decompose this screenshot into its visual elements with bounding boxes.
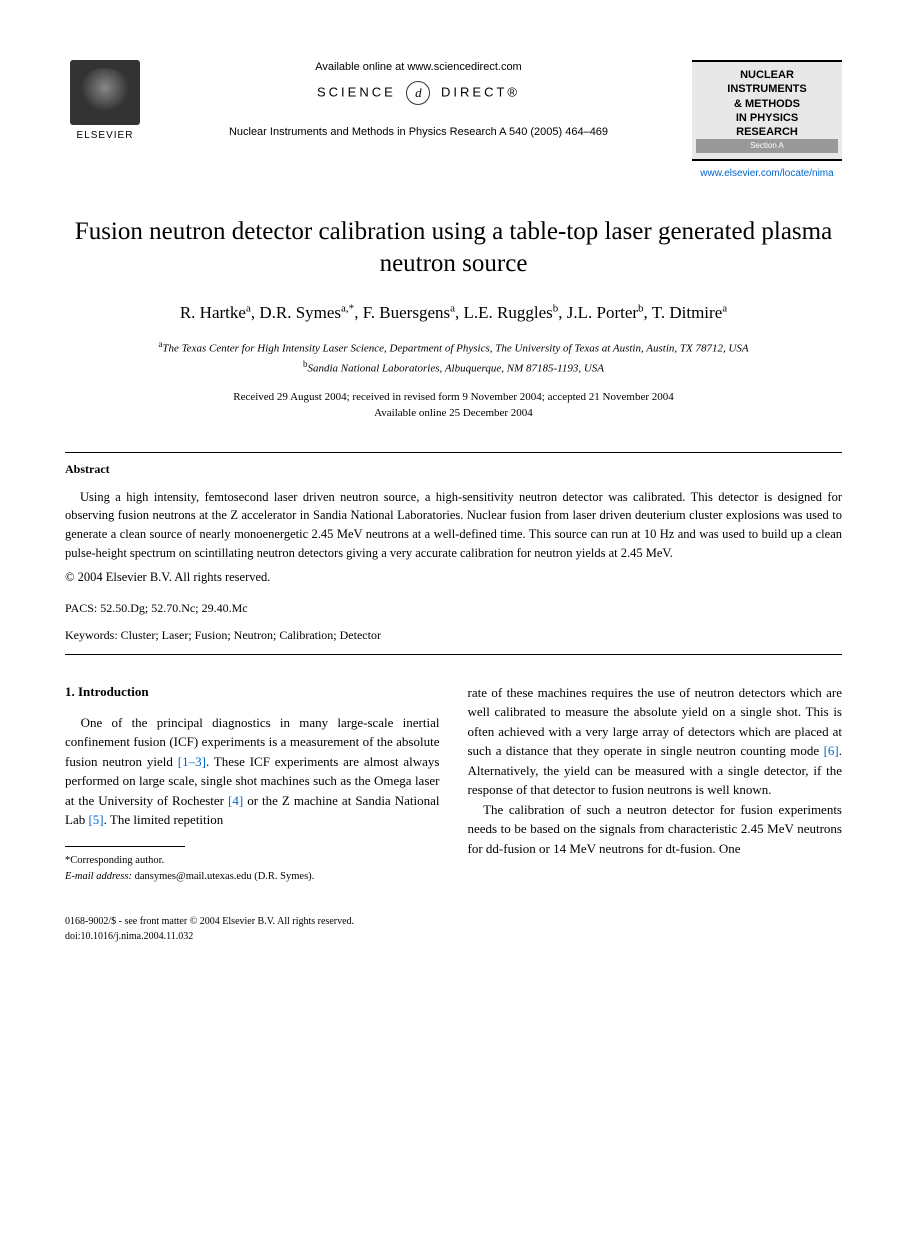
sd-icon: d bbox=[406, 81, 430, 105]
copyright-text: © 2004 Elsevier B.V. All rights reserved… bbox=[65, 569, 842, 587]
abstract-heading: Abstract bbox=[65, 461, 842, 478]
sd-left: SCIENCE bbox=[317, 85, 396, 100]
sd-right: DIRECT® bbox=[441, 85, 520, 100]
intro-paragraph-2: The calibration of such a neutron detect… bbox=[468, 800, 843, 859]
elsevier-text: ELSEVIER bbox=[77, 129, 134, 143]
journal-name-2: INSTRUMENTS bbox=[696, 82, 838, 96]
science-direct-logo: SCIENCE d DIRECT® bbox=[165, 81, 672, 105]
keywords-line: Keywords: Cluster; Laser; Fusion; Neutro… bbox=[65, 627, 842, 644]
journal-name-4: IN PHYSICS bbox=[696, 111, 838, 125]
journal-reference: Nuclear Instruments and Methods in Physi… bbox=[165, 125, 672, 140]
article-dates: Received 29 August 2004; received in rev… bbox=[65, 389, 842, 422]
email-footnote: E-mail address: dansymes@mail.utexas.edu… bbox=[65, 869, 440, 885]
divider-top bbox=[65, 452, 842, 453]
affiliation-a: aThe Texas Center for High Intensity Las… bbox=[65, 338, 842, 357]
journal-url[interactable]: www.elsevier.com/locate/nima bbox=[692, 167, 842, 181]
pacs-value: 52.50.Dg; 52.70.Nc; 29.40.Mc bbox=[100, 601, 247, 615]
left-column: 1. Introduction One of the principal dia… bbox=[65, 683, 440, 885]
page-header: ELSEVIER Available online at www.science… bbox=[65, 60, 842, 181]
body-columns: 1. Introduction One of the principal dia… bbox=[65, 683, 842, 885]
center-header: Available online at www.sciencedirect.co… bbox=[145, 60, 692, 141]
journal-name-5: RESEARCH bbox=[696, 125, 838, 139]
journal-name-3: & METHODS bbox=[696, 97, 838, 111]
affiliation-b: bSandia National Laboratories, Albuquerq… bbox=[65, 358, 842, 377]
footer-copyright: 0168-9002/$ - see front matter © 2004 El… bbox=[65, 914, 842, 929]
corresponding-author-note: *Corresponding author. bbox=[65, 853, 440, 869]
pacs-label: PACS: bbox=[65, 601, 97, 615]
journal-box-inner: NUCLEAR INSTRUMENTS & METHODS IN PHYSICS… bbox=[692, 60, 842, 161]
email-label: E-mail address: bbox=[65, 871, 132, 882]
received-date: Received 29 August 2004; received in rev… bbox=[65, 389, 842, 406]
article-title: Fusion neutron detector calibration usin… bbox=[65, 216, 842, 281]
page-footer: 0168-9002/$ - see front matter © 2004 El… bbox=[65, 914, 842, 944]
section-1-heading: 1. Introduction bbox=[65, 683, 440, 701]
keywords-label: Keywords: bbox=[65, 628, 118, 642]
elsevier-logo: ELSEVIER bbox=[65, 60, 145, 150]
divider-bottom bbox=[65, 654, 842, 655]
journal-box: NUCLEAR INSTRUMENTS & METHODS IN PHYSICS… bbox=[692, 60, 842, 181]
authors-list: R. Hartkea, D.R. Symesa,*, F. Buersgensa… bbox=[65, 301, 842, 325]
ref-1-3[interactable]: [1–3] bbox=[178, 754, 206, 769]
ref-5[interactable]: [5] bbox=[88, 812, 103, 827]
email-value: dansymes@mail.utexas.edu (D.R. Symes). bbox=[135, 871, 315, 882]
journal-name-1: NUCLEAR bbox=[696, 68, 838, 82]
footnote-separator bbox=[65, 846, 185, 847]
available-online-text: Available online at www.sciencedirect.co… bbox=[165, 60, 672, 75]
intro-paragraph-1-cont: rate of these machines requires the use … bbox=[468, 683, 843, 800]
online-date: Available online 25 December 2004 bbox=[65, 405, 842, 422]
intro-paragraph-1: One of the principal diagnostics in many… bbox=[65, 713, 440, 830]
keywords-value: Cluster; Laser; Fusion; Neutron; Calibra… bbox=[121, 628, 381, 642]
journal-section: Section A bbox=[696, 139, 838, 152]
footer-doi: doi:10.1016/j.nima.2004.11.032 bbox=[65, 929, 842, 944]
ref-6[interactable]: [6] bbox=[824, 743, 839, 758]
ref-4[interactable]: [4] bbox=[228, 793, 243, 808]
elsevier-tree-icon bbox=[70, 60, 140, 125]
abstract-text: Using a high intensity, femtosecond lase… bbox=[65, 488, 842, 563]
right-column: rate of these machines requires the use … bbox=[468, 683, 843, 885]
affiliations: aThe Texas Center for High Intensity Las… bbox=[65, 338, 842, 376]
pacs-line: PACS: 52.50.Dg; 52.70.Nc; 29.40.Mc bbox=[65, 600, 842, 617]
